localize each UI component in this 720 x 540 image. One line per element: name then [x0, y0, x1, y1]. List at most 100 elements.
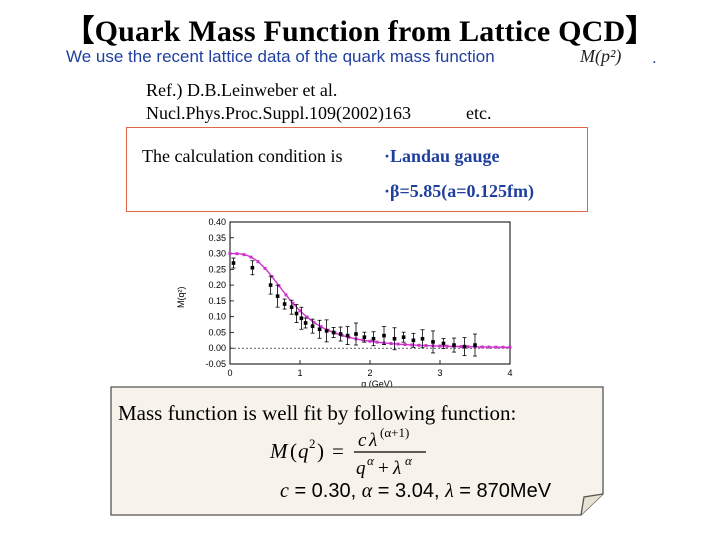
- fit-marker: [480, 345, 484, 349]
- data-point: [303, 321, 308, 325]
- formula-num-c: c: [358, 430, 367, 451]
- x-tick-label: 0: [227, 368, 232, 378]
- fit-marker: [396, 342, 400, 346]
- fit-marker: [284, 293, 288, 297]
- intro-text: We use the recent lattice data of the qu…: [66, 47, 495, 66]
- formula-lhs-paren: (: [290, 439, 297, 463]
- mass-function-plot: 0.40 0.35 0.30 0.25 0.20 0.15 0.10 0.05 0.00 -0.0…: [170, 212, 530, 392]
- fit-marker: [494, 345, 498, 349]
- formula-den-plus: +: [378, 458, 389, 479]
- y-tick-label: 0.35: [208, 233, 226, 243]
- data-point: [462, 344, 467, 349]
- data-point: [294, 311, 299, 316]
- data-point: [289, 305, 294, 309]
- data-point: [392, 336, 397, 341]
- fit-marker: [368, 339, 372, 343]
- fit-marker: [375, 340, 379, 344]
- fit-marker: [417, 343, 421, 347]
- slide-title: 【Quark Mass Function from Lattice QCD】: [64, 15, 656, 48]
- fit-marker: [487, 345, 491, 349]
- fit-marker: [424, 344, 428, 348]
- fit-marker: [389, 342, 393, 346]
- plot-svg: 0.40 0.35 0.30 0.25 0.20 0.15 0.10 0.05 0.00 -0.0…: [176, 217, 513, 389]
- y-tick-label: -0.05: [205, 359, 226, 369]
- y-axis-label: M(q²): [176, 287, 186, 309]
- reference-line-1: Ref.) D.B.Leinweber et al.: [146, 80, 338, 100]
- fit-marker: [361, 338, 365, 342]
- fit-marker: [298, 309, 302, 313]
- formula-q: q: [298, 439, 309, 463]
- formula-num-exp: (α+1): [380, 425, 409, 440]
- formula-rparen: ): [317, 439, 324, 463]
- fit-marker: [459, 345, 463, 349]
- fit-note: M ( q 2 ) = c λ (α+1) q α + λ α: [110, 386, 604, 516]
- fit-marker: [249, 255, 253, 259]
- data-point: [310, 324, 315, 328]
- data-point: [452, 343, 456, 347]
- fit-marker: [410, 343, 414, 347]
- condition-gauge: ·Landau gauge: [384, 146, 500, 166]
- fit-marker: [242, 253, 246, 257]
- formula-num-lambda: λ: [368, 430, 377, 451]
- fit-marker: [501, 345, 505, 349]
- formula-den-q: q: [356, 458, 366, 479]
- x-tick-label: 2: [367, 368, 372, 378]
- data-point: [420, 336, 425, 341]
- fit-marker: [403, 343, 407, 347]
- data-point: [324, 329, 329, 333]
- y-tick-label: 0.10: [208, 312, 226, 322]
- mass-function-symbol: M(p²): [580, 46, 622, 66]
- data-point: [345, 333, 350, 338]
- y-tick-label: 0.20: [208, 280, 226, 290]
- data-point: [431, 340, 435, 344]
- param-lambda: λ: [445, 480, 454, 502]
- y-tick-label: 0.05: [208, 327, 226, 337]
- fit-marker: [466, 345, 470, 349]
- intro-period: .: [652, 48, 657, 67]
- data-point: [473, 343, 477, 347]
- fit-label: Mass function is well fit by following f…: [118, 401, 517, 425]
- fit-marker: [508, 345, 512, 349]
- param-lambda-value: = 870MeV: [453, 480, 552, 502]
- fit-marker: [228, 252, 232, 256]
- x-tick-label: 1: [297, 368, 302, 378]
- data-point: [411, 338, 416, 343]
- x-axis-label: q (GeV): [361, 379, 393, 389]
- formula-lhs: M: [269, 439, 289, 463]
- fit-marker: [438, 344, 442, 348]
- data-point: [354, 332, 358, 336]
- data-point: [250, 265, 255, 270]
- data-point: [317, 327, 322, 332]
- fit-marker: [305, 315, 309, 319]
- data-point: [275, 294, 280, 298]
- data-point: [362, 335, 367, 339]
- data-point: [382, 333, 386, 338]
- fit-marker: [256, 260, 260, 264]
- fit-marker: [277, 284, 281, 288]
- condition-beta: ·β=5.85(a=0.125fm): [384, 181, 534, 201]
- fit-note-fold: [580, 493, 604, 516]
- fit-marker: [270, 275, 274, 279]
- param-alpha-value: = 3.04,: [372, 480, 446, 502]
- data-point: [338, 332, 343, 336]
- y-tick-label: 0.40: [208, 217, 226, 227]
- fit-marker: [445, 344, 449, 348]
- data-point: [331, 330, 336, 335]
- fit-marker: [263, 266, 267, 270]
- reference-line-2: Nucl.Phys.Proc.Suppl.109(2002)163: [146, 103, 411, 124]
- formula-den-lambda: λ: [392, 458, 401, 479]
- x-tick-label: 4: [507, 368, 512, 378]
- y-tick-label: 0.30: [208, 249, 226, 259]
- data-point: [282, 302, 287, 306]
- fit-marker: [319, 325, 323, 329]
- formula-exp2: 2: [309, 436, 316, 451]
- param-alpha: α: [361, 480, 373, 502]
- data-point: [441, 341, 446, 346]
- data-point: [371, 336, 376, 341]
- param-c-value: = 0.30,: [288, 480, 362, 502]
- fit-marker: [235, 252, 239, 256]
- condition-box: [126, 127, 588, 212]
- reference-etc: etc.: [466, 103, 492, 123]
- formula-equals: =: [332, 439, 344, 463]
- x-tick-label: 3: [437, 368, 442, 378]
